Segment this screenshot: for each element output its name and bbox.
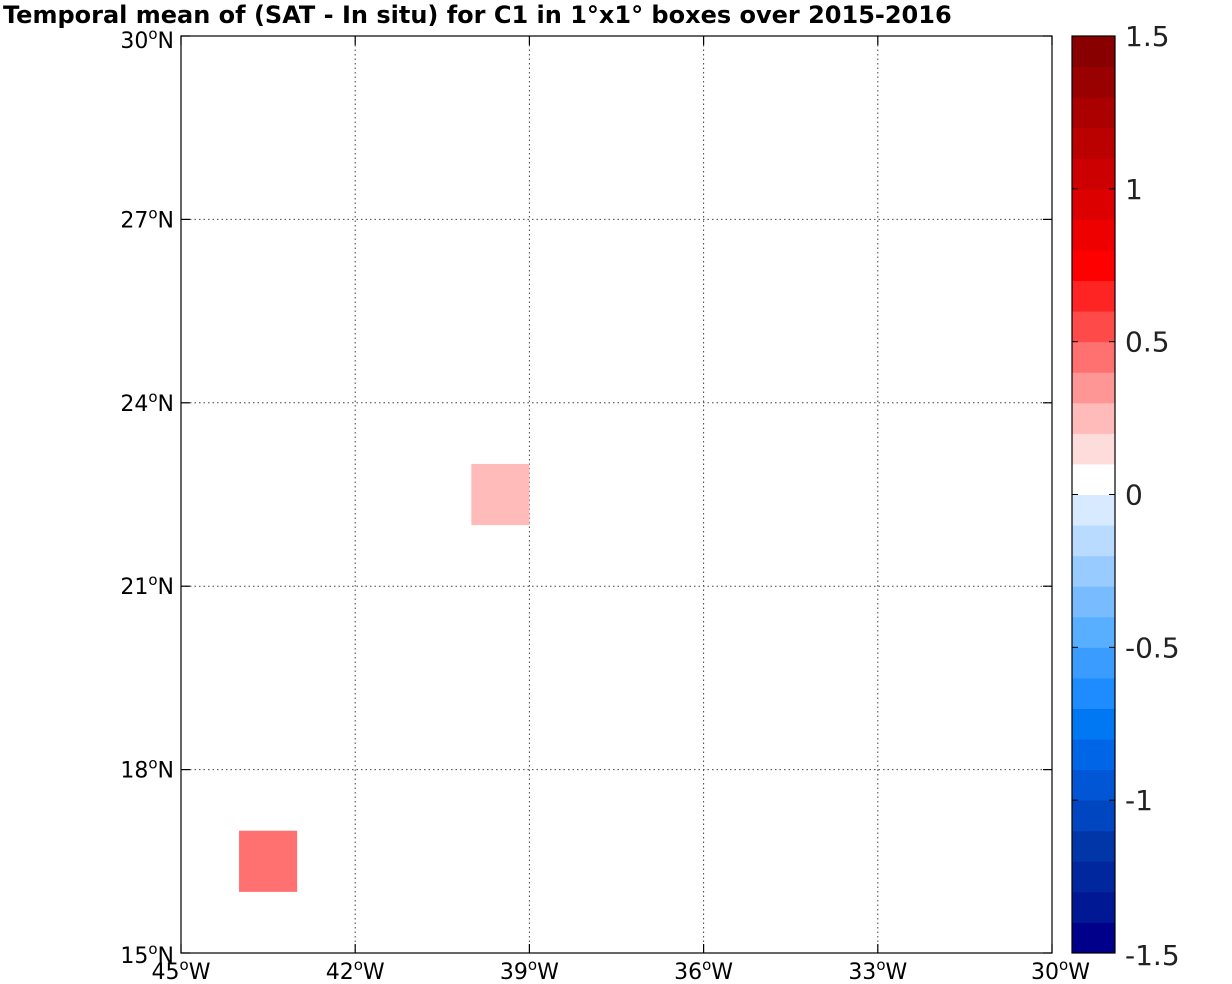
colorbar-segment <box>1072 555 1115 587</box>
colorbar: 1.5 1 0.5 0 -0.5 -1 -1.5 <box>1071 20 1180 972</box>
colorbar-segment <box>1072 158 1115 190</box>
x-tick-label: 30oW <box>1031 956 1090 984</box>
y-tick-label: 24oN <box>120 388 174 417</box>
chart-title: Temporal mean of (SAT - In situ) for C1 … <box>3 1 952 29</box>
colorbar-segment <box>1072 36 1115 68</box>
y-tick-label: 21oN <box>120 571 174 600</box>
colorbar-tick-label: -1 <box>1125 784 1153 817</box>
colorbar-segment <box>1072 861 1115 893</box>
colorbar-segment <box>1072 280 1115 312</box>
axis-ticks: 45oW 42oW 39oW 36oW 33oW 30oW 15oN 18oN 21oN 24oN… <box>120 25 1090 984</box>
data-cell <box>239 830 298 892</box>
data-cell <box>471 463 530 526</box>
colorbar-segment <box>1072 311 1115 343</box>
colorbar-segment <box>1072 677 1115 709</box>
colorbar-segment <box>1072 769 1115 801</box>
colorbar-segment <box>1072 525 1115 557</box>
colorbar-segment <box>1072 402 1115 434</box>
colorbar-segment <box>1072 97 1115 129</box>
colorbar-segment <box>1072 219 1115 251</box>
colorbar-segment <box>1072 800 1115 832</box>
x-tick-label: 42oW <box>326 956 385 984</box>
colorbar-tick-label: 1.5 <box>1125 20 1170 53</box>
colorbar-tick-label: 0.5 <box>1125 326 1170 359</box>
x-tick-label: 39oW <box>500 956 559 984</box>
colorbar-segment <box>1072 341 1115 373</box>
colorbar-segment <box>1072 922 1115 954</box>
data-cells <box>239 463 530 892</box>
colorbar-segment <box>1072 372 1115 404</box>
colorbar-segment <box>1072 463 1115 495</box>
colorbar-segment <box>1072 249 1115 282</box>
y-tick-label: 30oN <box>120 25 174 54</box>
y-tick-label: 27oN <box>120 204 174 233</box>
colorbar-tick-label: -0.5 <box>1125 631 1180 664</box>
colorbar-segment <box>1072 188 1115 220</box>
colorbar-tick-label: 1 <box>1125 173 1143 206</box>
colorbar-segment <box>1072 647 1115 679</box>
colorbar-segment <box>1072 494 1115 526</box>
colorbar-segment <box>1072 66 1115 98</box>
x-tick-label: 45oW <box>152 956 211 984</box>
x-tick-label: 36oW <box>674 956 733 984</box>
plot-frame <box>180 35 1053 954</box>
colorbar-segment <box>1072 891 1115 923</box>
colorbar-segment <box>1072 433 1115 465</box>
y-tick-label: 18oN <box>120 755 174 784</box>
y-tick-label: 15oN <box>120 940 174 969</box>
colorbar-segment <box>1072 586 1115 618</box>
grid-lines <box>181 36 1052 953</box>
colorbar-segment <box>1072 830 1115 862</box>
colorbar-segment <box>1072 127 1115 159</box>
x-tick-label: 33oW <box>848 956 907 984</box>
colorbar-segment <box>1072 708 1115 740</box>
colorbar-tick-label: 0 <box>1125 479 1143 512</box>
colorbar-segment <box>1072 616 1115 648</box>
colorbar-tick-label: -1.5 <box>1125 939 1180 972</box>
colorbar-segment <box>1072 739 1115 771</box>
